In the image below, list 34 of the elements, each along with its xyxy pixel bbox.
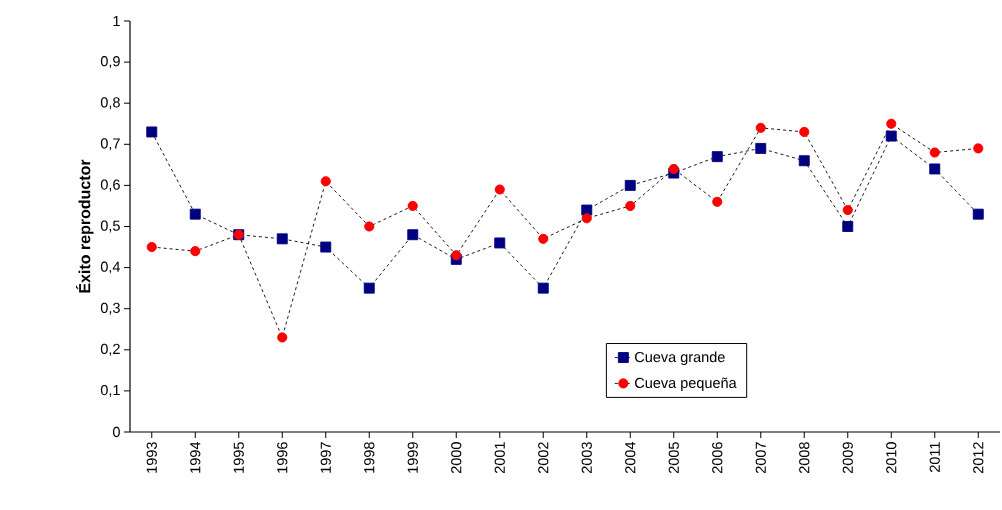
y-tick-label: 0,5 (100, 220, 120, 233)
x-tick-label: 1999 (407, 442, 418, 473)
x-tick-label: 2010 (886, 442, 897, 474)
x-tick-label: 2003 (581, 442, 592, 474)
y-tick-label: 1 (113, 16, 120, 26)
y-tick-label: 0,4 (100, 261, 121, 274)
legend-label: Cueva grande (635, 351, 725, 366)
x-tick-label: 1998 (364, 442, 375, 473)
x-tick-label: 1994 (190, 441, 201, 473)
x-tick-label: 1993 (146, 442, 157, 473)
y-tick-label: 0,7 (100, 138, 120, 151)
x-tick-label: 2007 (755, 442, 766, 474)
x-tick-label: 2000 (451, 442, 462, 474)
y-tick-label: 0 (112, 426, 120, 438)
y-tick-label: 0,3 (100, 302, 120, 315)
x-tick-label: 2005 (668, 442, 679, 474)
x-tick-label: 1996 (277, 442, 288, 473)
y-tick-label: 0,9 (100, 56, 120, 69)
x-tick-label: 2009 (842, 442, 853, 474)
y-tick-label: 0,6 (100, 179, 120, 192)
x-tick-label: 2012 (973, 442, 984, 474)
x-tick-label: 2006 (712, 442, 723, 474)
x-tick-label: 2008 (799, 442, 810, 474)
x-tick-label: 1995 (233, 442, 244, 473)
y-tick-label: 0,1 (100, 384, 120, 397)
y-tick-label: 0,8 (100, 97, 120, 110)
y-tick-label: 0,2 (100, 343, 120, 356)
y-axis-title: Éxito reproductor (75, 159, 94, 293)
legend-label: Cueva pequeña (635, 377, 737, 391)
x-tick-label: 2001 (494, 442, 505, 474)
x-tick-label: 2011 (929, 442, 940, 472)
x-tick-label: 2002 (538, 442, 549, 474)
x-tick-label: 1997 (320, 442, 331, 473)
x-tick-label: 2004 (625, 441, 636, 474)
